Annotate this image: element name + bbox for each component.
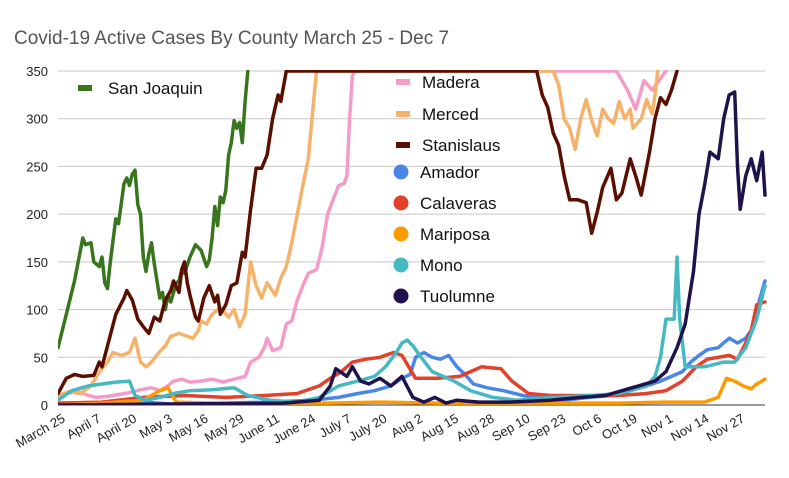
legend-swatch: [396, 111, 410, 117]
y-tick-label: 0: [41, 398, 48, 413]
legend-item-mariposa: Mariposa: [393, 225, 490, 244]
y-tick-label: 150: [26, 255, 48, 270]
series-line-mono: [58, 255, 767, 404]
legend-item-calaveras: Calaveras: [393, 194, 497, 213]
legend-item-madera: Madera: [396, 73, 480, 92]
legend-item-mono: Mono: [393, 256, 463, 275]
y-axis-tick-labels: 0 50 100 150 200 250 300 350: [26, 64, 48, 413]
legend-swatch: [396, 79, 410, 85]
series-line-san-joaquin: [58, 70, 250, 350]
legend-label: Mariposa: [420, 225, 490, 244]
series-line-stanislaus: [58, 70, 679, 396]
legend-label: Tuolumne: [420, 287, 495, 306]
series-line-merced: [58, 70, 660, 398]
y-tick-label: 250: [26, 159, 48, 174]
legend-swatch: [393, 164, 409, 180]
legend-swatch: [393, 195, 409, 211]
legend-label: Mono: [420, 256, 463, 275]
legend: San Joaquin Madera Merced Stanislaus Amador C…: [78, 73, 500, 306]
y-tick-label: 200: [26, 207, 48, 222]
y-tick-label: 300: [26, 112, 48, 127]
legend-label: Stanislaus: [422, 136, 500, 155]
y-tick-label: 50: [34, 350, 48, 365]
y-tick-label: 100: [26, 303, 48, 318]
legend-label: Merced: [422, 105, 479, 124]
legend-label: San Joaquin: [108, 79, 203, 98]
legend-swatch: [393, 226, 409, 242]
legend-item-amador: Amador: [393, 163, 480, 182]
legend-item-stanislaus: Stanislaus: [396, 136, 500, 155]
series-lines: [58, 70, 767, 405]
legend-item-san-joaquin: San Joaquin: [78, 79, 203, 98]
legend-label: Amador: [420, 163, 480, 182]
legend-item-tuolumne: Tuolumne: [393, 287, 495, 306]
series-line-tuolumne: [58, 90, 767, 405]
legend-swatch: [393, 257, 409, 273]
legend-swatch: [396, 142, 410, 148]
series-line-calaveras: [58, 300, 767, 405]
legend-swatch: [393, 288, 409, 304]
y-tick-label: 350: [26, 64, 48, 79]
chart-title: Covid-19 Active Cases By County March 25…: [14, 28, 449, 49]
legend-item-merced: Merced: [396, 105, 479, 124]
legend-label: Calaveras: [420, 194, 497, 213]
legend-label: Madera: [422, 73, 480, 92]
legend-swatch: [78, 85, 92, 91]
